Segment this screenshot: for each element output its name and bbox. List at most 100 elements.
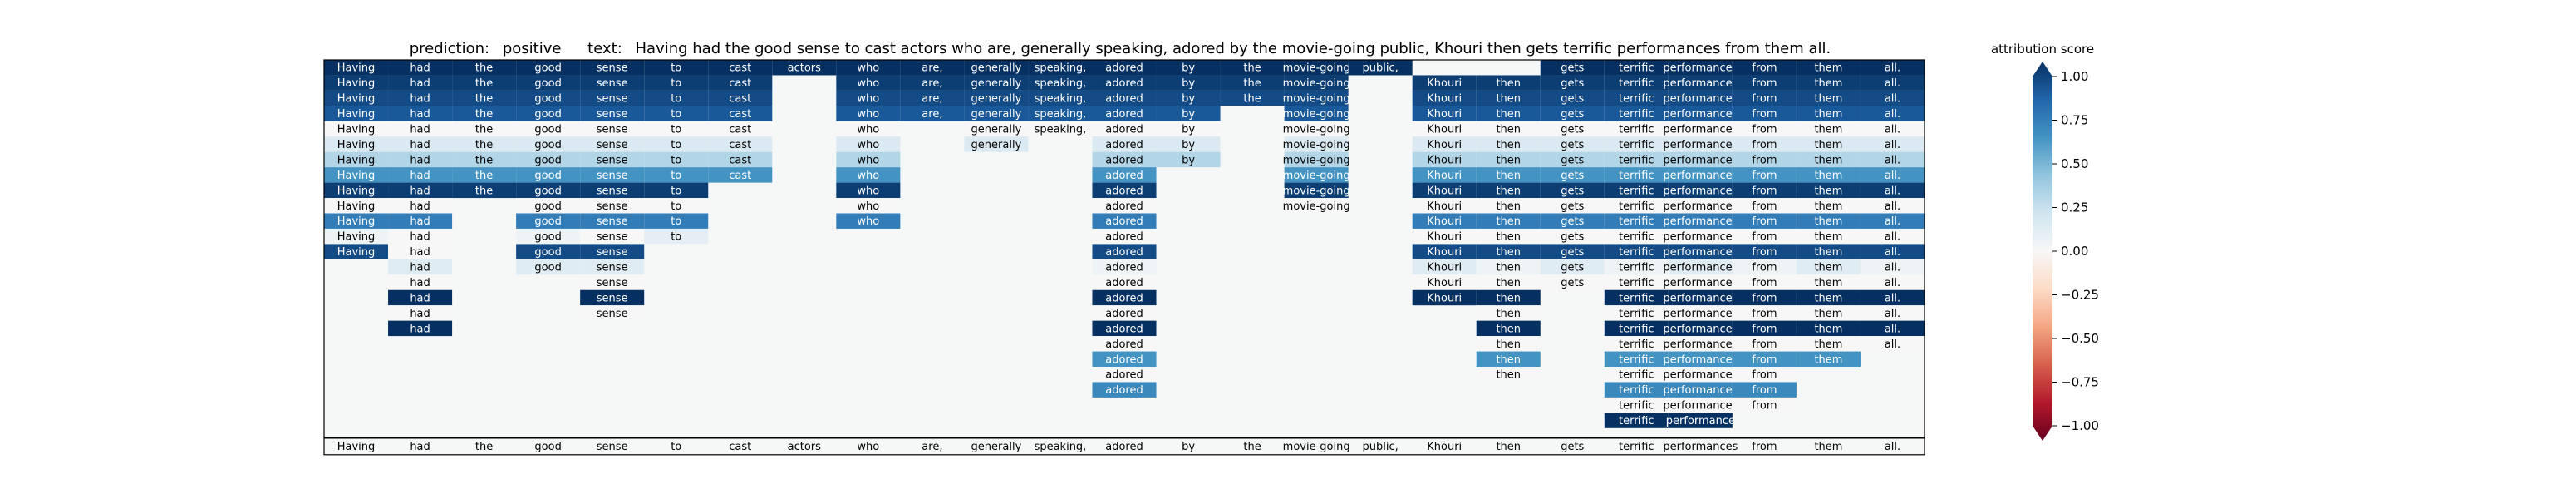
heatmap-cell [1156,136,1221,152]
text-label: text: [587,40,622,57]
cell-token: terrific [1619,215,1654,228]
cell-token: them [1814,200,1842,213]
cell-token: movie-going [1283,154,1350,166]
heatmap-cell [1668,75,1733,91]
cell-token: from [1752,170,1777,182]
heatmap-cell [1604,106,1669,121]
heatmap-cell [964,60,1029,76]
heatmap-cell [1668,367,1733,383]
heatmap-cell [1412,274,1477,290]
cell-token: performances [1663,338,1738,351]
heatmap-cell [1092,213,1157,229]
cell-token: Having [337,215,376,228]
heatmap-cell [1284,182,1349,199]
heatmap-cell [388,213,453,229]
cell-token: to [671,62,681,75]
cell-token: generally [971,77,1022,90]
heatmap-cell [1668,198,1733,214]
heatmap-cell [1540,75,1605,91]
cell-token: adored [1105,292,1143,304]
cell-token: from [1752,384,1777,397]
heatmap-cell [1668,320,1733,337]
heatmap-cell [1860,75,1925,91]
cell-token: then [1496,215,1521,228]
cell-token: the [475,139,493,151]
heatmap-cell [1028,75,1093,91]
heatmap-cell [644,151,709,168]
cell-token: from [1752,77,1777,90]
cell-token: all. [1885,246,1900,259]
cell-token: sense [597,170,628,182]
heatmap-cell [644,60,709,76]
heatmap-cell [324,90,389,106]
heatmap-cell [708,136,773,152]
heatmap-cell [708,60,773,76]
heatmap-cell [1476,305,1541,321]
cell-token: good [534,200,561,213]
bottom-token: all. [1885,441,1900,453]
cell-token: cast [729,154,751,166]
cell-token: all. [1885,124,1900,136]
cell-token: gets [1561,262,1584,274]
heatmap-cell [1860,289,1925,306]
cell-token: performances [1663,262,1738,274]
heatmap-cell [1796,167,1861,183]
heatmap-cell [516,259,581,275]
cell-token: terrific [1619,170,1654,182]
cell-token: performances [1663,93,1738,106]
cell-token: adored [1105,139,1143,151]
cell-token: terrific [1619,62,1654,75]
heatmap-cell [388,320,453,337]
cell-token: had [410,139,430,151]
heatmap-cell [1796,336,1861,352]
cell-token: Khouri [1427,246,1462,259]
cell-token: from [1752,353,1777,366]
bottom-token: public, [1363,441,1399,453]
prediction-value: positive [503,40,562,57]
cell-token: then [1496,108,1521,121]
heatmap-cell [1732,305,1797,321]
heatmap-cell [1476,351,1541,367]
cell-token: had [410,170,430,182]
cell-token: Having [337,200,376,213]
cell-token: movie-going [1283,62,1350,75]
colorbar-tick-label: 0.50 [2061,156,2088,171]
heatmap-cell [1604,151,1669,168]
cell-token: good [534,170,561,182]
heatmap-cell [644,75,709,91]
heatmap-cell [708,167,773,183]
heatmap-cell [324,121,389,137]
cell-token: all. [1885,108,1900,121]
cell-token: adored [1105,384,1143,397]
heatmap-cell [836,136,901,152]
heatmap-cell [1732,289,1797,306]
colorbar-title: attribution score [1991,42,2094,57]
cell-token: terrific [1619,277,1654,289]
heatmap-cell [1732,121,1797,137]
cell-token: adored [1105,353,1143,366]
cell-token: the [475,185,493,197]
cell-token: terrific [1619,308,1654,320]
heatmap-cell [324,182,389,199]
cell-token: Khouri [1427,215,1462,228]
cell-token: terrific [1619,231,1654,244]
cell-token: sense [597,231,628,244]
heatmap-cell [1476,336,1541,352]
cell-token: gets [1561,170,1584,182]
heatmap-cell [1540,121,1605,137]
heatmap-cell [1476,75,1541,91]
cell-token: speaking, [1035,124,1087,136]
heatmap-cell [644,182,709,199]
cell-token: from [1752,185,1777,197]
cell-token: then [1496,292,1521,304]
heatmap-cell [388,244,453,259]
heatmap-cell [1860,90,1925,106]
cell-token: by [1182,62,1195,75]
heatmap-cell [1732,60,1797,76]
cell-token: performances [1663,62,1738,75]
cell-token: Khouri [1427,200,1462,213]
cell-token: are, [922,93,942,106]
cell-token: then [1496,124,1521,136]
cell-token: movie-going [1283,170,1350,182]
cell-token: Having [337,77,376,90]
